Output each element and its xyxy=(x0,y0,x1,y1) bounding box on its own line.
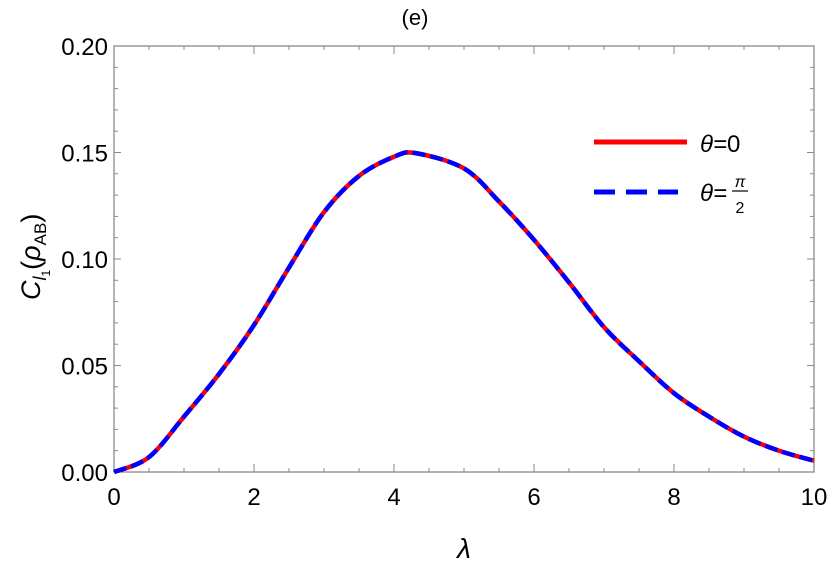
x-tick-label: 6 xyxy=(527,484,540,511)
x-tick-label: 8 xyxy=(667,484,680,511)
series-theta-pi-2 xyxy=(113,150,815,475)
y-tick-label: 0.10 xyxy=(61,247,108,274)
axis-ticks xyxy=(113,45,815,473)
plot-border xyxy=(113,45,815,473)
svg-text:Cl1(ρAB): Cl1(ρAB) xyxy=(16,214,53,300)
x-tick-label: 2 xyxy=(247,484,260,511)
series-line xyxy=(113,150,815,475)
x-tick-label: 0 xyxy=(107,484,120,511)
y-axis-label: Cl1(ρAB) xyxy=(16,214,53,300)
y-label-main: C xyxy=(16,280,46,300)
chart-title: (e) xyxy=(402,5,429,30)
legend-label-theta-0: θ=0 xyxy=(700,131,740,158)
legend-frac-num: π xyxy=(735,174,746,191)
y-label-paren-open: ( xyxy=(16,261,46,270)
legend-frac-den: 2 xyxy=(736,200,745,217)
y-tick-label: 0.20 xyxy=(61,34,108,61)
x-axis-label: λ xyxy=(455,533,471,564)
y-tick-label: 0.05 xyxy=(61,354,108,381)
y-label-arg: ρ xyxy=(16,245,46,261)
series-curves xyxy=(113,150,815,475)
x-tick-labels: 0 2 4 6 8 10 xyxy=(107,484,827,511)
y-tick-label: 0.00 xyxy=(61,460,108,487)
x-tick-label: 4 xyxy=(387,484,400,511)
y-tick-label: 0.15 xyxy=(61,141,108,168)
legend: θ=0 θ= π 2 xyxy=(594,131,748,217)
y-label-argsub: AB xyxy=(31,223,50,246)
x-tick-label: 10 xyxy=(801,484,828,511)
y-label-paren-close: ) xyxy=(16,214,46,223)
plot-frame xyxy=(113,45,815,473)
y-label-sub1: l xyxy=(30,276,50,281)
y-tick-labels: 0.00 0.05 0.10 0.15 0.20 xyxy=(61,34,108,487)
y-label-sub2: 1 xyxy=(39,270,53,277)
legend-label-theta-pi-2: θ= xyxy=(700,180,727,207)
